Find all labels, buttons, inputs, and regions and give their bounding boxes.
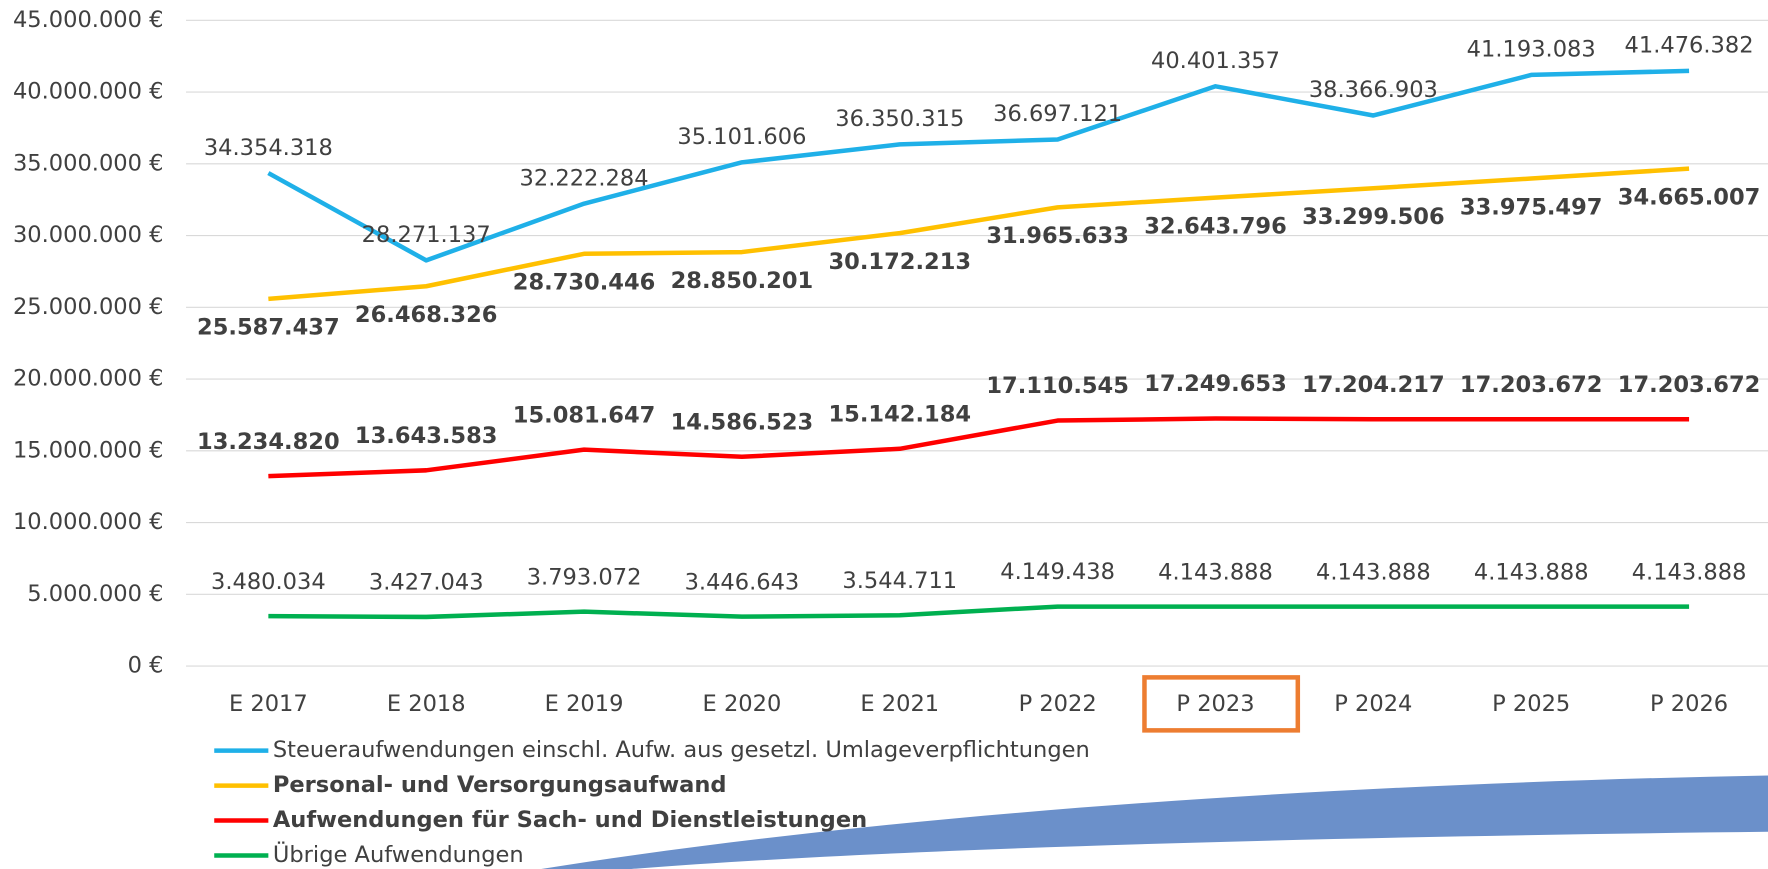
series-line bbox=[268, 607, 1689, 617]
data-label: 14.586.523 bbox=[671, 409, 814, 435]
data-label: 15.142.184 bbox=[828, 401, 971, 427]
x-tick-label: P 2025 bbox=[1492, 691, 1570, 717]
x-tick-label: P 2023 bbox=[1176, 691, 1254, 717]
y-tick-label: 40.000.000 € bbox=[13, 79, 164, 105]
legend-label: Personal- und Versorgungsaufwand bbox=[273, 772, 727, 798]
data-label: 36.697.121 bbox=[993, 101, 1122, 127]
y-tick-label: 30.000.000 € bbox=[13, 222, 164, 248]
data-label: 3.793.072 bbox=[527, 564, 642, 590]
data-label: 17.204.217 bbox=[1302, 372, 1445, 398]
x-tick-label: E 2020 bbox=[703, 691, 782, 717]
data-label: 4.143.888 bbox=[1316, 559, 1431, 585]
x-tick-label: E 2021 bbox=[860, 691, 939, 717]
x-tick-label: P 2024 bbox=[1334, 691, 1412, 717]
data-label: 17.249.653 bbox=[1144, 371, 1287, 397]
x-tick-label: E 2017 bbox=[229, 691, 308, 717]
data-label: 26.468.326 bbox=[355, 302, 498, 328]
chart: 0 € 5.000.000 € 10.000.000 € 15.000.000 € 20… bbox=[0, 0, 1768, 869]
legend-label: Steueraufwendungen einschl. Aufw. aus ge… bbox=[273, 737, 1090, 763]
data-label: 17.203.672 bbox=[1460, 372, 1603, 398]
data-label: 17.110.545 bbox=[986, 373, 1129, 399]
data-label: 32.222.284 bbox=[520, 165, 649, 191]
data-label: 13.643.583 bbox=[355, 423, 498, 449]
data-label: 34.665.007 bbox=[1618, 184, 1761, 210]
data-label: 35.101.606 bbox=[677, 124, 806, 150]
data-label: 41.193.083 bbox=[1467, 37, 1596, 63]
data-label: 36.350.315 bbox=[835, 106, 964, 132]
y-tick-label: 45.000.000 € bbox=[13, 7, 164, 33]
data-label: 13.234.820 bbox=[197, 429, 340, 455]
data-label: 15.081.647 bbox=[513, 402, 656, 428]
data-label: 41.476.382 bbox=[1625, 33, 1754, 59]
x-tick-label: P 2022 bbox=[1019, 691, 1097, 717]
data-label: 33.299.506 bbox=[1302, 204, 1445, 230]
legend-label: Übrige Aufwendungen bbox=[273, 840, 524, 868]
page: {"chart_data": {"type": "line", "categor… bbox=[0, 0, 1768, 869]
y-tick-label: 5.000.000 € bbox=[27, 581, 163, 607]
x-tick-label: P 2026 bbox=[1650, 691, 1728, 717]
data-label: 32.643.796 bbox=[1144, 213, 1287, 239]
x-tick-label: E 2019 bbox=[545, 691, 624, 717]
data-label: 3.480.034 bbox=[211, 569, 326, 595]
y-tick-label: 10.000.000 € bbox=[13, 509, 164, 535]
data-label: 33.975.497 bbox=[1460, 194, 1603, 220]
x-tick-label: E 2018 bbox=[387, 691, 466, 717]
data-label: 31.965.633 bbox=[986, 223, 1129, 249]
data-label: 4.149.438 bbox=[1000, 559, 1115, 585]
y-tick-label: 15.000.000 € bbox=[13, 437, 164, 463]
data-label: 30.172.213 bbox=[828, 249, 971, 275]
data-label: 40.401.357 bbox=[1151, 48, 1280, 74]
data-label: 28.271.137 bbox=[362, 222, 491, 248]
data-label: 17.203.672 bbox=[1618, 372, 1761, 398]
y-tick-label: 0 € bbox=[128, 653, 164, 679]
legend-label: Aufwendungen für Sach- und Dienstleistun… bbox=[273, 807, 867, 833]
data-label: 28.850.201 bbox=[671, 268, 814, 294]
data-label: 4.143.888 bbox=[1158, 559, 1273, 585]
data-label: 4.143.888 bbox=[1632, 559, 1747, 585]
data-label: 3.446.643 bbox=[685, 569, 800, 595]
data-label: 38.366.903 bbox=[1309, 77, 1438, 103]
data-label: 28.730.446 bbox=[513, 270, 656, 296]
y-tick-label: 20.000.000 € bbox=[13, 366, 164, 392]
data-label: 3.544.711 bbox=[842, 568, 957, 594]
y-tick-label: 25.000.000 € bbox=[13, 294, 164, 320]
y-tick-label: 35.000.000 € bbox=[13, 150, 164, 176]
data-label: 3.427.043 bbox=[369, 570, 484, 596]
data-label: 4.143.888 bbox=[1474, 559, 1589, 585]
data-label: 25.587.437 bbox=[197, 315, 340, 341]
data-label: 34.354.318 bbox=[204, 135, 333, 161]
